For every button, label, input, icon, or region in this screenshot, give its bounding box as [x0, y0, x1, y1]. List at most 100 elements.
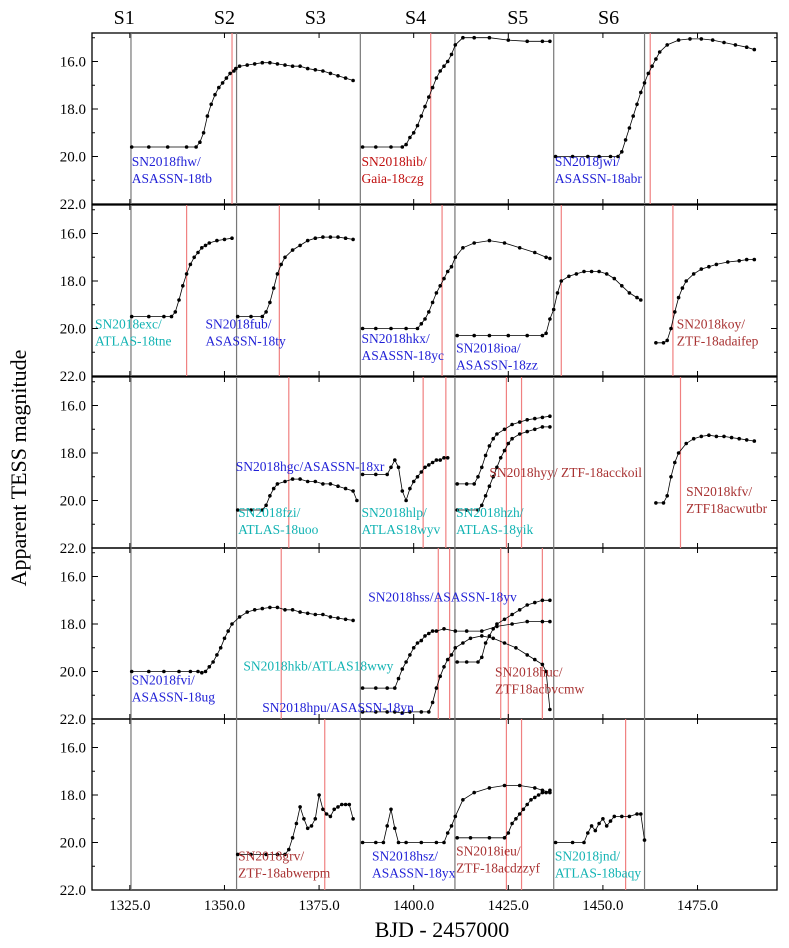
data-point	[442, 276, 446, 281]
data-point	[544, 255, 548, 260]
supernova-label: SN2018ioa/	[456, 340, 521, 355]
data-point	[201, 131, 206, 135]
data-point	[472, 333, 477, 338]
data-point	[472, 241, 477, 245]
data-point	[374, 145, 378, 149]
data-point	[415, 641, 420, 645]
data-point	[752, 257, 757, 262]
data-point	[472, 482, 477, 486]
data-point	[235, 314, 240, 319]
data-point	[389, 326, 393, 331]
data-point	[290, 64, 295, 68]
data-point	[639, 298, 643, 302]
data-point	[684, 441, 688, 446]
data-point	[249, 508, 253, 512]
data-point	[699, 267, 704, 271]
data-point	[415, 475, 420, 479]
data-point	[287, 847, 291, 852]
data-point	[570, 154, 575, 159]
data-point	[305, 611, 310, 616]
light-curve	[457, 271, 642, 336]
data-point	[336, 74, 340, 78]
data-point	[245, 63, 249, 67]
data-point	[393, 826, 397, 831]
data-point	[691, 272, 696, 276]
data-point	[192, 255, 196, 260]
sector-label-s4: S4	[405, 7, 426, 29]
data-point	[540, 415, 545, 420]
data-point	[642, 81, 647, 85]
data-point	[232, 69, 236, 73]
data-point	[298, 243, 302, 248]
data-point	[627, 814, 632, 819]
data-point	[343, 802, 348, 807]
data-point	[419, 322, 424, 326]
supernova-label: SN2018fub/	[206, 317, 272, 332]
data-point	[260, 314, 265, 319]
data-point	[411, 131, 416, 135]
data-point	[491, 636, 496, 641]
data-point	[438, 69, 443, 73]
data-point	[707, 433, 711, 438]
data-point	[691, 436, 696, 441]
data-point	[290, 836, 295, 840]
data-point	[627, 291, 632, 295]
data-point	[453, 646, 458, 650]
x-tick-label: 1425.0	[488, 898, 529, 914]
data-point	[264, 310, 268, 314]
data-point	[129, 669, 134, 674]
data-point	[525, 418, 529, 422]
data-point	[487, 238, 492, 243]
data-point	[434, 686, 439, 690]
sector-label-s6: S6	[598, 7, 619, 29]
data-point	[688, 37, 692, 41]
data-point	[438, 284, 443, 288]
data-point	[510, 422, 514, 427]
data-point	[453, 255, 458, 260]
data-point	[184, 272, 189, 276]
data-point	[491, 436, 496, 441]
data-point	[275, 605, 280, 610]
data-point	[169, 314, 174, 319]
data-point	[177, 298, 181, 302]
y-tick-label: 18.0	[60, 788, 86, 804]
data-point	[548, 707, 552, 712]
data-point	[442, 456, 446, 460]
data-point	[495, 622, 499, 626]
data-point	[313, 612, 318, 617]
data-point	[476, 660, 480, 664]
data-point	[455, 836, 460, 840]
data-point	[676, 451, 681, 455]
sector-label-s1: S1	[114, 7, 135, 29]
supernova-label: ZTF18acbvcmw	[495, 681, 584, 696]
sector-label-s2: S2	[214, 7, 235, 29]
data-point	[669, 326, 673, 331]
supernova-label: SN2018fhw/	[132, 154, 201, 169]
data-point	[396, 676, 401, 681]
data-point	[430, 85, 435, 90]
data-point	[351, 618, 355, 623]
data-point	[415, 326, 420, 331]
data-point	[445, 456, 450, 460]
data-point	[245, 610, 249, 614]
data-point	[548, 414, 552, 419]
data-point	[533, 416, 537, 421]
data-point	[419, 114, 424, 118]
data-point	[510, 821, 514, 826]
data-point	[340, 802, 344, 807]
data-point	[228, 71, 232, 76]
data-point	[710, 38, 715, 42]
supernova-label: SN2018exc/	[95, 317, 162, 332]
data-point	[620, 150, 624, 154]
light-curve	[555, 813, 645, 843]
data-point	[313, 68, 318, 72]
data-point	[540, 425, 545, 429]
data-point	[419, 470, 424, 474]
data-point	[427, 463, 431, 467]
data-point	[620, 284, 624, 288]
data-point	[733, 43, 738, 47]
supernova-label: ZTF-18abwerpm	[238, 865, 331, 880]
data-point	[544, 790, 548, 795]
y-tick-label: 16.0	[60, 399, 86, 415]
data-point	[181, 284, 185, 288]
